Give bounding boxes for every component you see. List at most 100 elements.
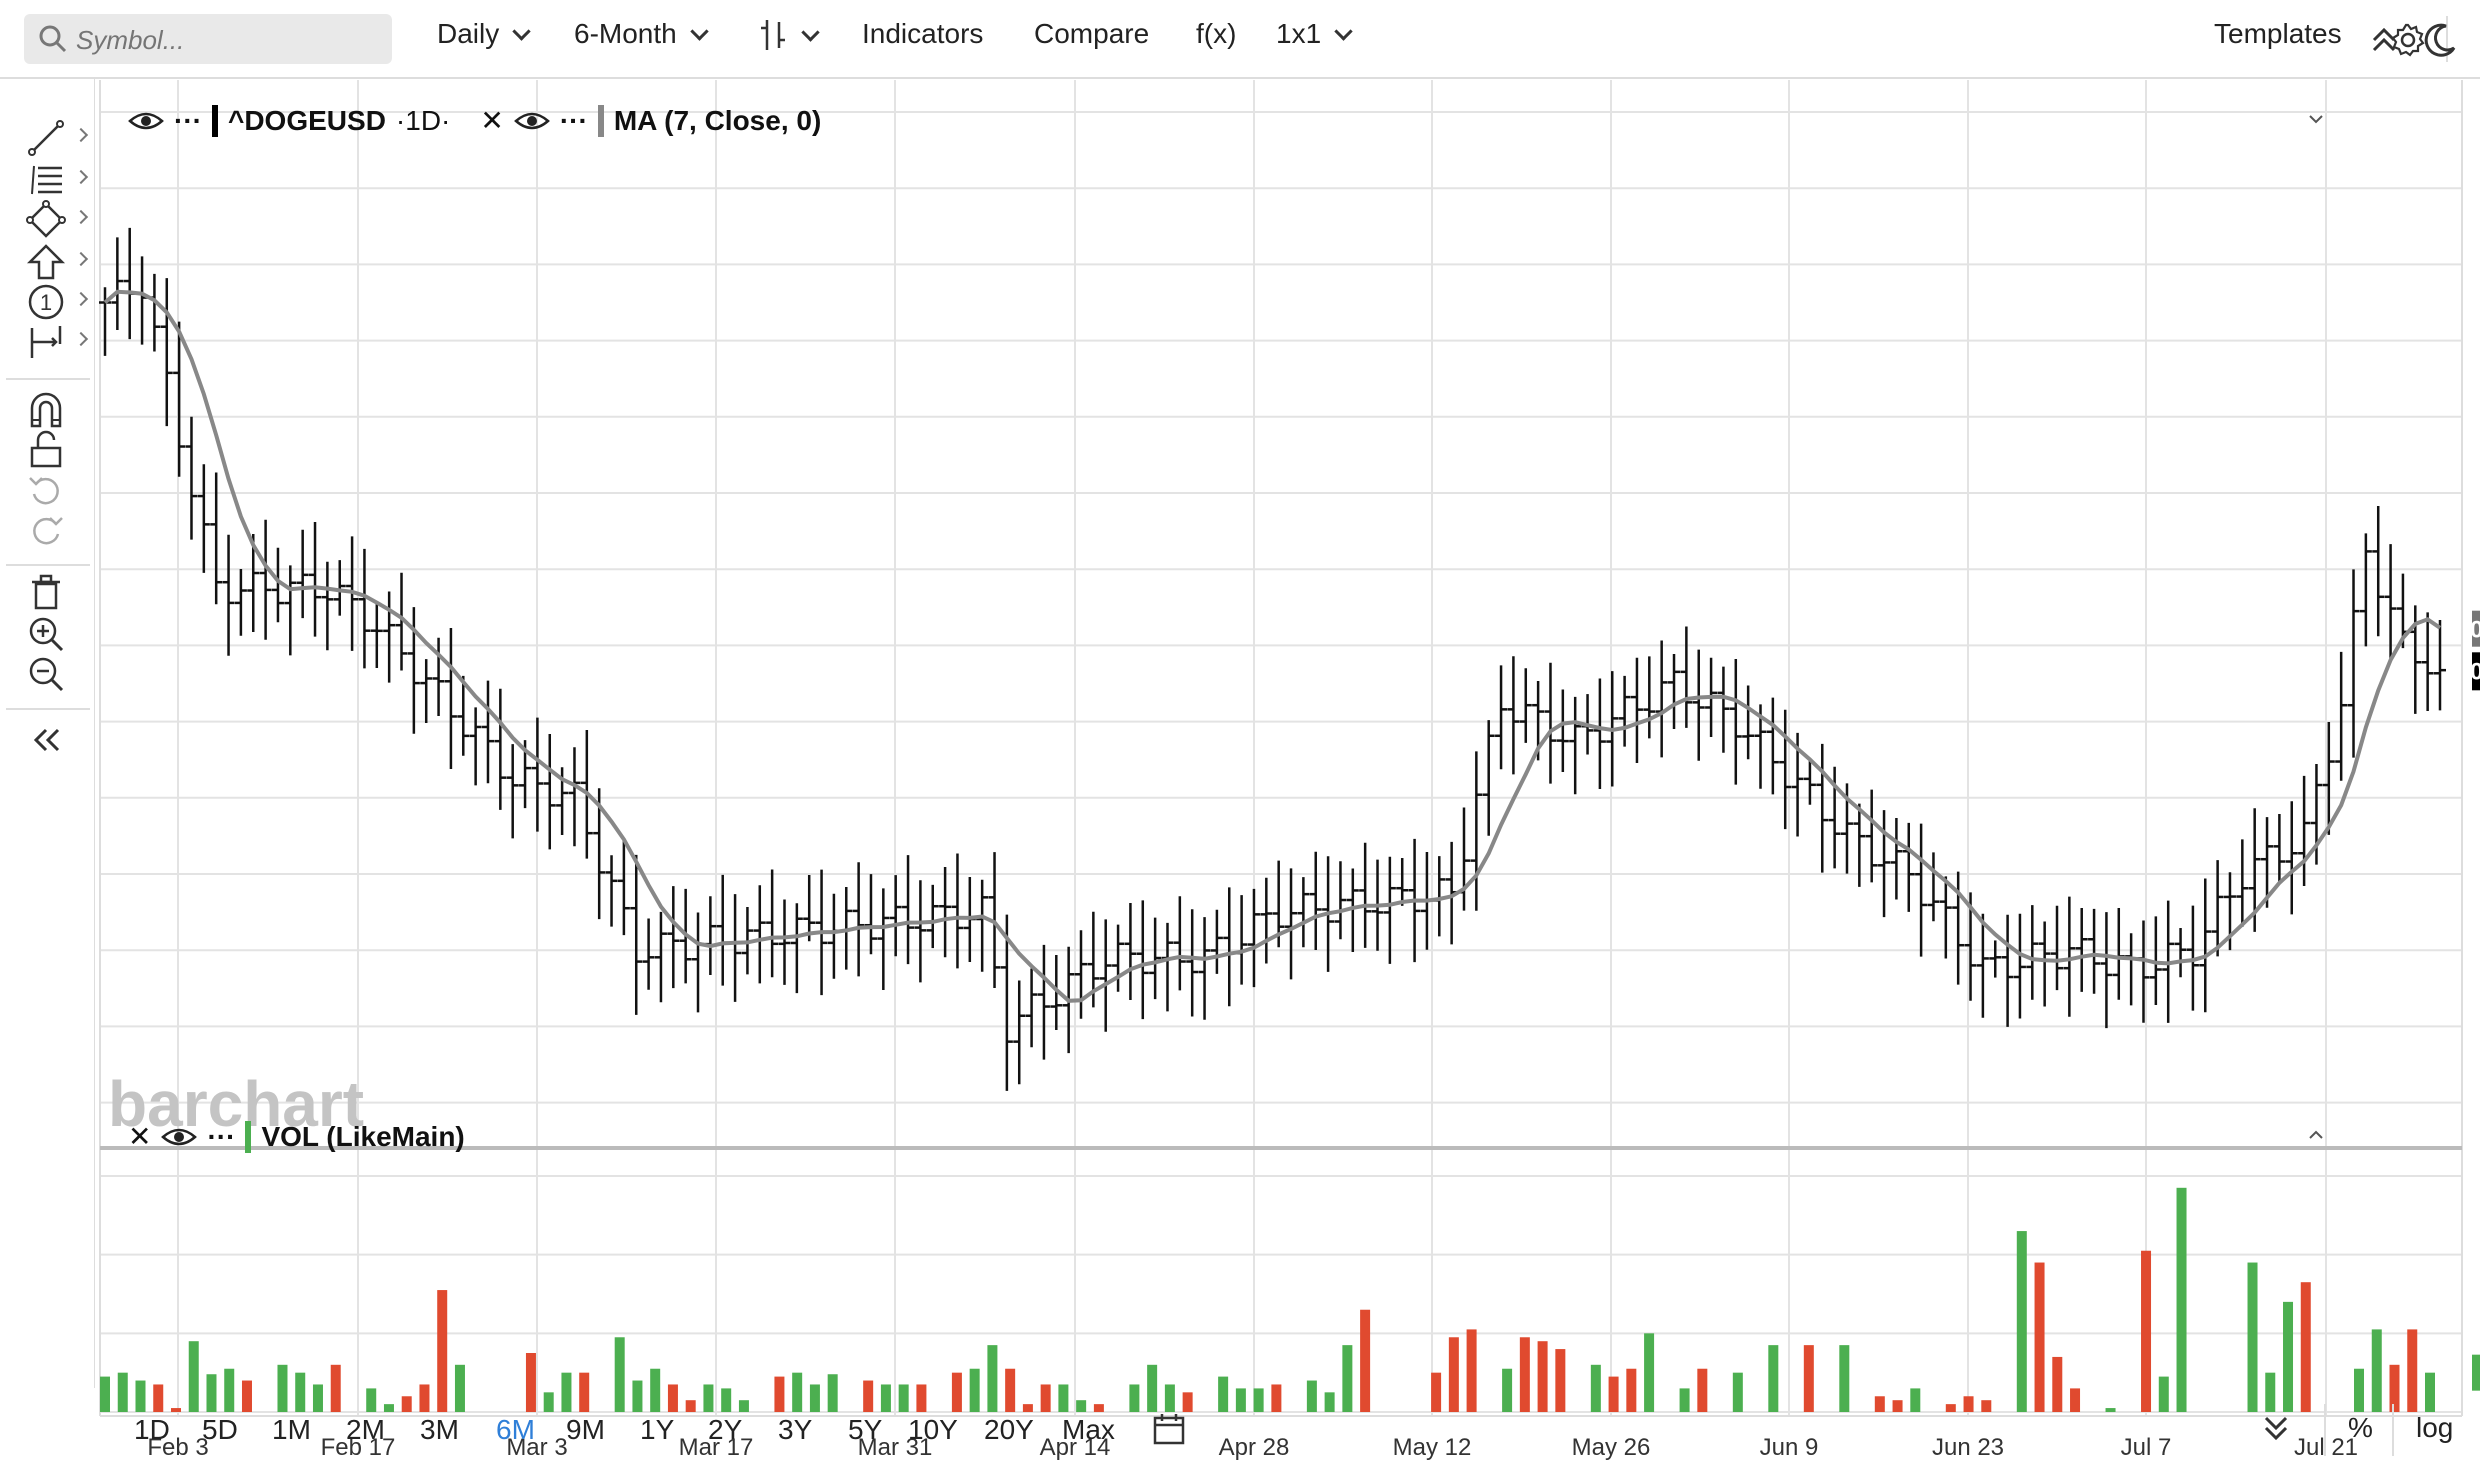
series-color-swatch — [211, 104, 218, 137]
volume-label[interactable]: VOL (LikeMain) — [261, 1120, 465, 1152]
more-dots[interactable]: ··· — [559, 104, 588, 136]
zoom-out-icon — [29, 657, 64, 692]
chevron-down-icon — [690, 21, 709, 41]
zoom-in-button[interactable] — [26, 614, 70, 658]
log-toggle[interactable]: log — [2416, 1412, 2454, 1443]
symbol-interval: ·1D· — [395, 104, 451, 136]
measure-icon — [30, 326, 62, 358]
ma-color-swatch — [597, 104, 604, 137]
close-icon[interactable]: ✕ — [480, 105, 504, 136]
volume-bar — [2141, 1250, 2152, 1412]
range-1m[interactable]: 1M — [272, 1414, 311, 1445]
measure-tool[interactable] — [26, 322, 89, 366]
interval-label: Daily — [437, 18, 500, 49]
symbol-input[interactable] — [74, 22, 378, 58]
eye-icon[interactable] — [128, 109, 164, 133]
dark-mode-moon-icon[interactable] — [2420, 20, 2460, 60]
tool-divider — [6, 564, 90, 566]
templates-button[interactable]: Templates — [2214, 18, 2342, 49]
range-6m[interactable]: 6M — [496, 1414, 535, 1445]
range-bar: 1D 5D 1M 2M 3M 6M 9M 1Y 2Y 3Y 5Y 10Y 20Y Max — [94, 1390, 2480, 1469]
collapse-toolbar-button[interactable] — [26, 720, 70, 764]
symbol-label[interactable]: ^DOGEUSD — [227, 104, 386, 136]
eye-icon[interactable] — [161, 1125, 198, 1149]
delete-drawings-button[interactable] — [26, 572, 70, 616]
range-9m[interactable]: 9M — [566, 1414, 605, 1445]
magnet-tool[interactable] — [26, 390, 70, 434]
double-chevron-left-icon — [33, 728, 60, 752]
symbol-search[interactable] — [24, 14, 392, 64]
range-10y[interactable]: 10Y — [908, 1414, 958, 1445]
shape-tool[interactable] — [26, 200, 89, 244]
range-3m[interactable]: 3M — [420, 1414, 459, 1445]
chevron-right-icon — [73, 291, 89, 307]
undo-button[interactable] — [26, 470, 70, 514]
redo-button[interactable] — [26, 510, 70, 554]
interval-dropdown[interactable]: Daily — [437, 18, 531, 50]
eye-icon[interactable] — [513, 109, 550, 133]
chevron-down-icon — [1334, 21, 1353, 41]
more-dots[interactable]: ··· — [207, 1120, 236, 1152]
close-icon[interactable]: ✕ — [128, 1121, 152, 1152]
ma-label[interactable]: MA (7, Close, 0) — [613, 104, 822, 136]
volume-bar — [2016, 1231, 2027, 1412]
more-dots[interactable]: ··· — [174, 104, 202, 136]
bottom-divider — [2392, 1404, 2394, 1456]
toolbar-divider — [2446, 16, 2448, 62]
range-2y[interactable]: 2Y — [708, 1414, 743, 1445]
indicators-button[interactable]: Indicators — [862, 18, 984, 49]
range-1d[interactable]: 1D — [134, 1414, 170, 1445]
volume-color-swatch — [245, 1120, 252, 1153]
percent-toggle[interactable]: % — [2348, 1412, 2373, 1443]
chevron-right-icon — [73, 209, 89, 225]
line-tool[interactable] — [26, 118, 89, 162]
gear-icon[interactable] — [2390, 22, 2426, 58]
ohlc-bar-icon — [761, 20, 785, 50]
zoom-out-button[interactable] — [26, 654, 70, 698]
double-chevron-down-icon[interactable] — [2258, 1410, 2294, 1446]
range-2m[interactable]: 2M — [346, 1414, 385, 1445]
bottom-divider — [2324, 1404, 2326, 1456]
function-button[interactable]: f(x) — [1196, 18, 1237, 49]
range-5y[interactable]: 5Y — [848, 1414, 883, 1445]
volume-bar — [2176, 1187, 2187, 1412]
volume-legend: ✕ ··· VOL (LikeMain) — [128, 1120, 465, 1153]
range-1y[interactable]: 1Y — [640, 1414, 675, 1445]
svg-text:1: 1 — [40, 290, 52, 315]
range-max[interactable]: Max — [1062, 1414, 1115, 1445]
trend-line-icon — [28, 120, 64, 156]
redo-icon — [33, 517, 63, 545]
number-annotation-icon: 1 — [28, 284, 64, 320]
annotation-tool[interactable]: 1 — [26, 282, 89, 326]
fib-tool[interactable] — [26, 160, 89, 204]
chevron-right-icon — [73, 169, 89, 185]
last-volume-badge — [2472, 1354, 2480, 1391]
search-icon — [39, 25, 67, 53]
period-dropdown[interactable]: 6-Month — [574, 18, 709, 50]
fibonacci-icon — [31, 165, 62, 195]
chevron-right-icon — [73, 127, 89, 143]
chevron-up-icon[interactable] — [2304, 1124, 2328, 1144]
chevron-right-icon — [73, 331, 89, 347]
period-label: 6-Month — [574, 18, 677, 49]
chevron-down-icon[interactable] — [2304, 110, 2328, 130]
collapse-up-icon[interactable] — [2366, 22, 2402, 58]
ma-price-badge — [2472, 610, 2480, 647]
calendar-icon[interactable] — [1152, 1412, 1186, 1446]
trash-icon — [32, 574, 60, 610]
compare-button[interactable]: Compare — [1034, 18, 1150, 49]
last-price-value: 0.233461 — [2470, 658, 2480, 685]
arrow-up-icon — [26, 244, 66, 280]
range-20y[interactable]: 20Y — [984, 1414, 1034, 1445]
tool-divider — [6, 378, 90, 380]
layout-dropdown[interactable]: 1x1 — [1276, 18, 1353, 50]
chart-type-dropdown[interactable] — [758, 18, 820, 52]
range-5d[interactable]: 5D — [202, 1414, 238, 1445]
range-3y[interactable]: 3Y — [778, 1414, 813, 1445]
ma-price-value: 0.244125 — [2470, 617, 2480, 644]
unlock-icon — [30, 430, 62, 468]
arrow-tool[interactable] — [26, 242, 89, 286]
layout-label: 1x1 — [1276, 18, 1322, 49]
lock-tool[interactable] — [26, 430, 70, 474]
